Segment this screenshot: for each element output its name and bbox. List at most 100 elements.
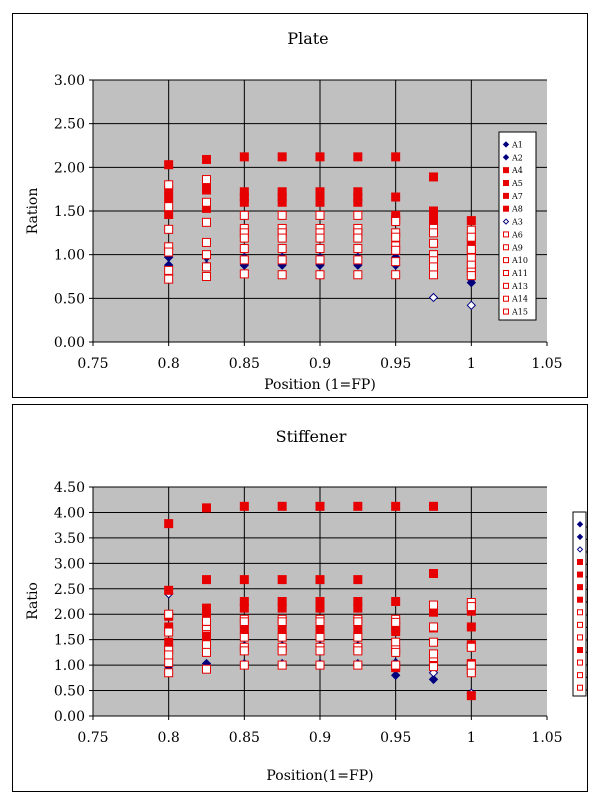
x-tick-label: 1.05: [531, 356, 562, 372]
data-point-a8: [316, 193, 324, 201]
y-tick-label: 4.00: [54, 505, 85, 521]
legend-label: A8: [585, 596, 587, 605]
data-point-a6: [392, 217, 400, 225]
legend-marker-a6: [504, 232, 509, 237]
legend-label: A9: [511, 243, 523, 252]
data-point-a13: [240, 245, 248, 253]
data-point-a8: [278, 193, 286, 201]
data-point-a8: [316, 604, 324, 612]
data-point-a13: [165, 248, 173, 256]
data-point-a9: [203, 617, 211, 625]
data-point-a5: [430, 570, 438, 578]
data-point-a12: [165, 638, 173, 646]
legend-label: A12: [585, 646, 587, 655]
legend-label: A14: [511, 295, 528, 304]
data-point-a4: [467, 217, 475, 225]
data-point-a4: [278, 153, 286, 161]
data-point-a15: [316, 647, 324, 655]
plate-chart: Plate 0.000.501.001.502.002.503.00 0.75 0…: [13, 14, 587, 397]
data-point-a14: [240, 661, 248, 669]
legend-label: A5: [585, 571, 587, 580]
legend-label: A1: [585, 520, 587, 529]
x-axis-label: Position (1=FP): [264, 377, 376, 393]
legend-marker-a8: [504, 206, 509, 211]
stiffener-chart-panel: Stiffener 0.00 0.50 1.00 1.50 2.00 2.50 3.00 3.…: [12, 404, 588, 792]
y-tick-label: 1.50: [54, 204, 85, 220]
legend-label: A2: [585, 533, 587, 542]
x-tick-labels: 0.75 0.8 0.85 0.9 0.95 1 1.05: [77, 730, 562, 746]
legend-marker-a11: [504, 271, 509, 276]
data-point-a15: [467, 661, 475, 669]
x-tick-label: 0.9: [309, 356, 331, 372]
data-point-a9: [165, 610, 173, 618]
data-point-a4: [354, 153, 362, 161]
legend-marker-a10: [504, 258, 509, 263]
data-point-a8: [240, 604, 248, 612]
data-point-a5: [392, 193, 400, 201]
data-point-a10: [392, 233, 400, 241]
x-axis-label: Position(1=FP): [266, 768, 373, 784]
y-tick-label: 2.50: [54, 117, 85, 133]
y-tick-label: 2.00: [54, 160, 85, 176]
data-point-a15: [240, 256, 248, 264]
data-point-a9: [430, 601, 438, 609]
data-point-a13: [203, 641, 211, 649]
y-tick-label: 2.00: [54, 607, 85, 623]
legend-label: A14: [585, 671, 587, 680]
y-tick-labels: 0.000.501.001.502.002.503.00: [54, 73, 85, 351]
legend: A1A2A4A5A7A8A3A6A9A10A11A13A14A15: [499, 132, 536, 320]
data-point-a14: [316, 271, 324, 279]
legend-label: A10: [511, 256, 528, 265]
data-point-a10: [392, 618, 400, 626]
data-point-a11: [203, 238, 211, 246]
x-tick-label: 0.75: [77, 356, 108, 372]
data-point-a14: [430, 663, 438, 671]
data-point-a11: [316, 234, 324, 242]
x-tick-label: 0.8: [158, 730, 180, 746]
legend-label: A9: [585, 608, 587, 617]
data-point-a13: [316, 245, 324, 253]
data-point-a15: [354, 256, 362, 264]
stiffener-chart: Stiffener 0.00 0.50 1.00 1.50 2.00 2.50 3.00 3.…: [13, 405, 587, 791]
data-point-a11: [316, 633, 324, 641]
x-tick-label: 1: [467, 730, 476, 746]
x-tick-labels: 0.75 0.8 0.85 0.9 0.95 1 1.05: [77, 356, 562, 372]
data-point-a9: [165, 203, 173, 211]
data-point-a11: [354, 633, 362, 641]
y-tick-label: 4.50: [54, 480, 85, 496]
data-point-a4: [430, 173, 438, 181]
y-tick-label: 0.00: [54, 709, 85, 725]
data-point-a4: [165, 520, 173, 528]
legend-label: A4: [585, 558, 587, 567]
y-tick-labels: 0.00 0.50 1.00 1.50 2.00 2.50 3.00 3.50 4.00 4.50: [54, 480, 85, 725]
data-point-a5: [430, 207, 438, 215]
legend-marker-a4: [578, 560, 583, 565]
y-tick-label: 0.00: [54, 335, 85, 351]
legend-marker-a14: [578, 673, 583, 678]
legend-label: A15: [511, 308, 528, 317]
legend-marker-a7: [578, 585, 583, 590]
data-point-a4: [240, 502, 248, 510]
data-point-a13: [278, 245, 286, 253]
data-point-a15: [316, 256, 324, 264]
data-point-a14: [354, 661, 362, 669]
data-point-a14: [203, 263, 211, 271]
plate-chart-panel: Plate 0.00 0.50 1.00 1.50 2.00 2.50 3.00 0.75 0…: [12, 13, 588, 398]
x-tick-label: 0.9: [309, 730, 331, 746]
legend-label: A6: [511, 230, 523, 239]
data-point-a4: [316, 153, 324, 161]
data-point-a9: [467, 233, 475, 241]
legend-label: A11: [585, 633, 587, 642]
data-point-a7: [203, 604, 211, 612]
data-point-a14: [392, 661, 400, 669]
data-point-a10: [240, 618, 248, 626]
x-tick-label: 0.95: [380, 356, 411, 372]
legend-label: A4: [511, 166, 523, 175]
data-point-a14: [467, 669, 475, 677]
x-tick-label: 0.85: [229, 730, 260, 746]
data-point-a6: [203, 176, 211, 184]
data-point-a7: [203, 186, 211, 194]
data-point-a4: [278, 502, 286, 510]
data-point-a8: [354, 193, 362, 201]
data-point-a4: [203, 504, 211, 512]
